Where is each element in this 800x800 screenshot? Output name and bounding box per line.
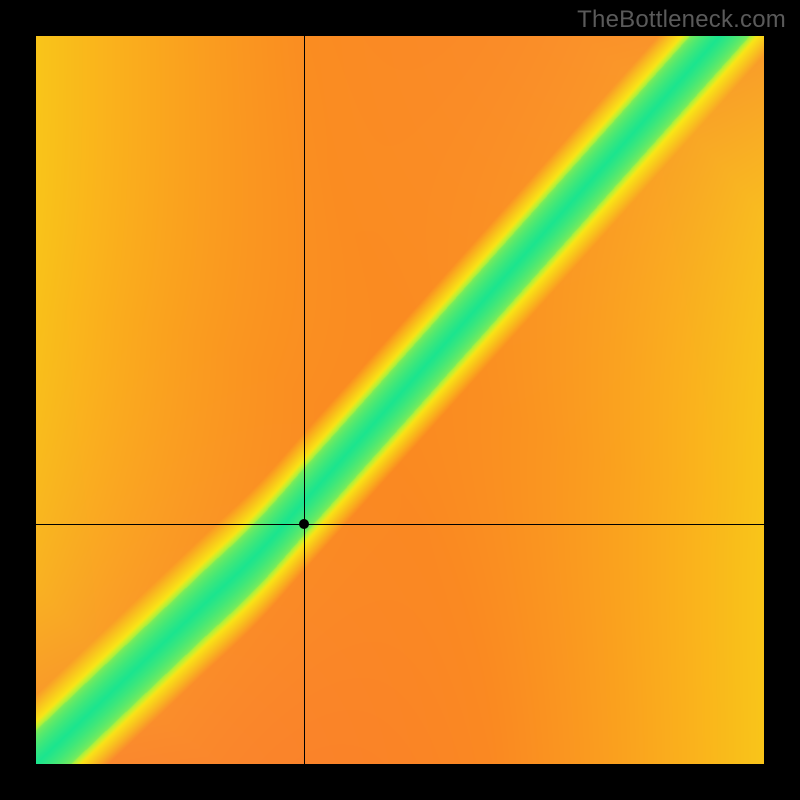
heatmap-canvas: [36, 36, 764, 764]
plot-frame: [36, 36, 764, 764]
watermark-text: TheBottleneck.com: [577, 6, 786, 34]
marker-dot: [299, 519, 309, 529]
crosshair-vertical: [304, 36, 305, 764]
crosshair-horizontal: [36, 524, 764, 525]
